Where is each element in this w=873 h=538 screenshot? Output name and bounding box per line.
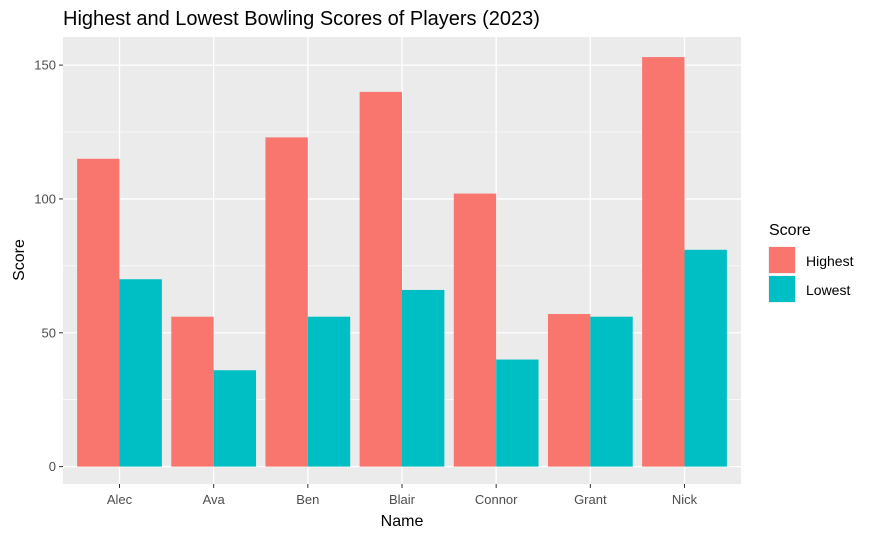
legend-label-lowest: Lowest [806,282,850,298]
bar-highest-alec [77,158,120,467]
bar-lowest-grant [590,316,633,467]
bar-lowest-connor [496,359,539,467]
y-axis-title: Score [11,239,28,281]
x-axis: Alec Ava Ben Blair Connor Grant Nick [107,484,698,507]
legend: Score Highest Lowest [768,222,854,303]
legend-swatch-lowest [769,276,795,302]
bar-lowest-blair [402,289,445,467]
y-axis: 0 50 100 150 [34,58,63,474]
x-axis-title: Name [381,513,424,530]
x-tick-label: Grant [574,492,607,507]
bar-lowest-ben [307,316,351,467]
x-tick-label: Alec [107,492,133,507]
x-tick-label: Connor [475,492,518,507]
y-tick-label: 150 [34,58,56,73]
legend-swatch-highest [769,247,795,273]
legend-title: Score [769,222,811,239]
bars-layer [77,57,727,467]
bar-lowest-nick [684,249,727,467]
x-tick-label: Blair [389,492,416,507]
bar-highest-blair [359,91,402,467]
legend-label-highest: Highest [806,253,854,269]
y-tick-label: 0 [49,459,56,474]
bar-highest-nick [642,57,685,467]
bar-lowest-ava [213,370,257,467]
y-tick-label: 100 [34,191,56,206]
bar-highest-grant [547,314,591,467]
bar-lowest-alec [119,279,162,467]
bar-highest-connor [453,193,497,467]
y-tick-label: 50 [42,325,56,340]
x-tick-label: Ava [203,492,226,507]
x-tick-label: Nick [672,492,698,507]
bar-highest-ben [265,137,308,467]
chart-title: Highest and Lowest Bowling Scores of Pla… [63,8,540,30]
x-tick-label: Ben [296,492,319,507]
bar-highest-ava [171,316,214,467]
